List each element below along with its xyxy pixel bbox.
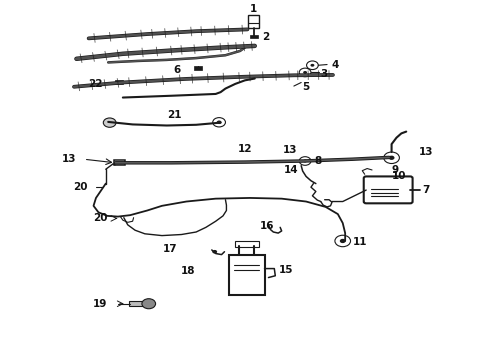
- Text: 18: 18: [181, 266, 195, 276]
- Text: 20: 20: [93, 213, 107, 223]
- Bar: [194, 66, 202, 70]
- Circle shape: [142, 299, 156, 309]
- Text: 7: 7: [422, 185, 430, 195]
- Text: 4: 4: [332, 59, 340, 69]
- Circle shape: [303, 159, 307, 162]
- Text: 9: 9: [392, 165, 399, 175]
- Text: 2: 2: [262, 32, 270, 41]
- Text: 15: 15: [279, 265, 294, 275]
- Bar: [235, 241, 259, 247]
- Text: 5: 5: [303, 82, 310, 93]
- Text: 1: 1: [250, 4, 257, 14]
- Circle shape: [340, 239, 345, 243]
- Text: 3: 3: [321, 68, 328, 78]
- Text: 10: 10: [392, 171, 406, 181]
- Text: 11: 11: [352, 237, 367, 247]
- Text: 22: 22: [88, 79, 102, 89]
- Text: 17: 17: [163, 244, 177, 254]
- Text: 13: 13: [418, 147, 433, 157]
- Text: 20: 20: [73, 182, 88, 192]
- Bar: [250, 35, 258, 39]
- Text: 13: 13: [62, 154, 76, 164]
- Text: 13: 13: [283, 145, 298, 155]
- Bar: [129, 301, 143, 306]
- Bar: [115, 80, 123, 84]
- Text: 19: 19: [93, 299, 107, 309]
- Bar: [229, 255, 265, 296]
- Circle shape: [311, 64, 315, 67]
- Text: 8: 8: [315, 156, 321, 166]
- Bar: [248, 15, 259, 28]
- Text: 14: 14: [284, 165, 299, 175]
- Text: 6: 6: [173, 64, 180, 75]
- Text: 12: 12: [238, 144, 252, 154]
- Circle shape: [217, 121, 221, 124]
- Text: 16: 16: [260, 221, 274, 231]
- Bar: [114, 160, 125, 165]
- Circle shape: [103, 118, 116, 127]
- Circle shape: [389, 156, 394, 160]
- Circle shape: [212, 250, 217, 253]
- Circle shape: [303, 71, 307, 74]
- Text: 21: 21: [168, 110, 182, 120]
